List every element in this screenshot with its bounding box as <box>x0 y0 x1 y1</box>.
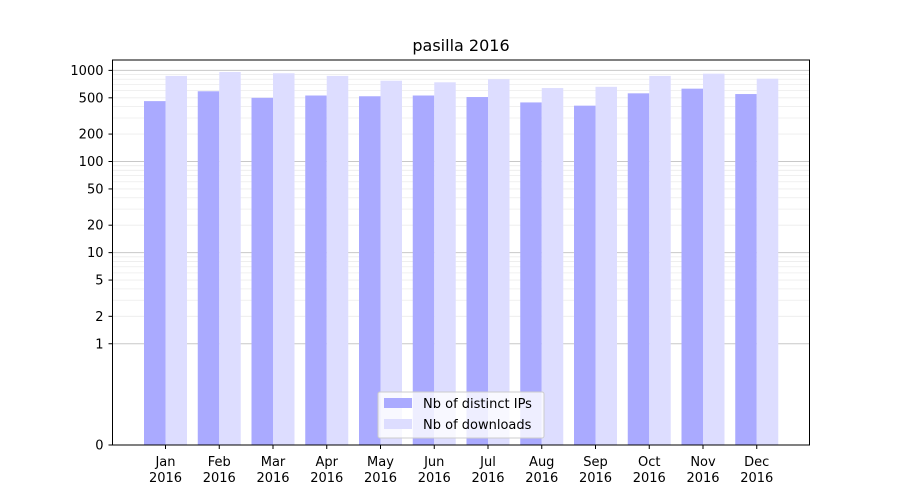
y-tick-label: 500 <box>79 91 104 106</box>
y-tick-label: 50 <box>87 182 104 197</box>
legend-swatch-ips <box>384 398 412 408</box>
x-tick-label-year: 2016 <box>310 471 343 486</box>
legend-label-ips: Nb of distinct IPs <box>423 397 532 412</box>
x-tick-label-year: 2016 <box>418 471 451 486</box>
x-tick-label-month: Apr <box>316 455 339 470</box>
x-tick-label-year: 2016 <box>471 471 504 486</box>
bar-downloads <box>219 71 241 446</box>
y-tick-label: 100 <box>79 155 104 170</box>
bar-downloads <box>488 79 510 445</box>
x-tick-label-month: Aug <box>529 455 554 470</box>
bar-distinct-ips <box>412 95 435 446</box>
bar-distinct-ips <box>627 93 650 446</box>
y-tick-label: 0 <box>95 439 103 454</box>
x-tick-label-month: Oct <box>638 455 660 470</box>
bar-downloads <box>541 88 564 446</box>
bar-downloads <box>165 75 187 445</box>
chart-title: pasilla 2016 <box>412 36 509 55</box>
x-tick-label-year: 2016 <box>579 471 612 486</box>
x-tick-label-year: 2016 <box>364 471 397 486</box>
x-tick-label-month: Sep <box>583 455 608 470</box>
x-tick-label-month: May <box>367 455 394 470</box>
y-axis: 0 1 2 5 10 20 50 100 200 500 1000 <box>70 64 113 454</box>
bar-distinct-ips <box>144 101 166 446</box>
x-tick-label-month: Mar <box>261 455 286 470</box>
bar-downloads <box>326 75 349 445</box>
y-tick-label: 10 <box>87 246 104 261</box>
bar-distinct-ips <box>735 94 757 446</box>
bar-downloads <box>756 78 779 446</box>
x-tick-label-year: 2016 <box>256 471 289 486</box>
bar-downloads <box>380 80 402 445</box>
x-tick-label-year: 2016 <box>203 471 236 486</box>
bar-distinct-ips <box>197 91 220 445</box>
bar-downloads <box>273 73 295 446</box>
bar-distinct-ips <box>305 95 327 446</box>
legend-label-downloads: Nb of downloads <box>423 418 532 433</box>
x-axis: Jan2016Feb2016Mar2016Apr2016May2016Jun20… <box>149 445 773 486</box>
legend-swatch-downloads <box>384 419 412 429</box>
x-tick-label-year: 2016 <box>686 471 719 486</box>
bar-distinct-ips <box>466 97 488 446</box>
x-tick-label-month: Feb <box>208 455 231 470</box>
y-tick-label: 5 <box>95 274 103 289</box>
y-tick-label: 200 <box>79 128 104 143</box>
legend: Nb of distinct IPs Nb of downloads <box>377 391 545 439</box>
bar-downloads <box>703 73 725 446</box>
legend-box <box>377 391 545 439</box>
bar-downloads <box>434 82 456 445</box>
y-tick-label: 1000 <box>70 64 103 79</box>
x-tick-label-month: Jul <box>479 455 496 470</box>
bar-distinct-ips <box>251 97 273 445</box>
x-tick-label-year: 2016 <box>633 471 666 486</box>
x-tick-label-month: Nov <box>690 455 716 470</box>
x-tick-label-month: Jun <box>423 455 444 470</box>
bar-distinct-ips <box>359 96 381 445</box>
x-tick-label-month: Dec <box>744 455 769 470</box>
bars <box>144 71 779 446</box>
bar-distinct-ips <box>520 102 542 446</box>
y-tick-label: 20 <box>87 219 104 234</box>
bar-distinct-ips <box>574 105 596 445</box>
y-tick-label: 1 <box>95 337 103 352</box>
bar-distinct-ips <box>681 88 703 446</box>
y-tick-label: 2 <box>95 310 103 325</box>
x-tick-label-year: 2016 <box>740 471 773 486</box>
x-tick-label-month: Jan <box>154 455 175 470</box>
bar-downloads <box>595 86 617 445</box>
bar-downloads <box>649 75 671 445</box>
x-tick-label-year: 2016 <box>149 471 182 486</box>
x-tick-label-year: 2016 <box>525 471 558 486</box>
